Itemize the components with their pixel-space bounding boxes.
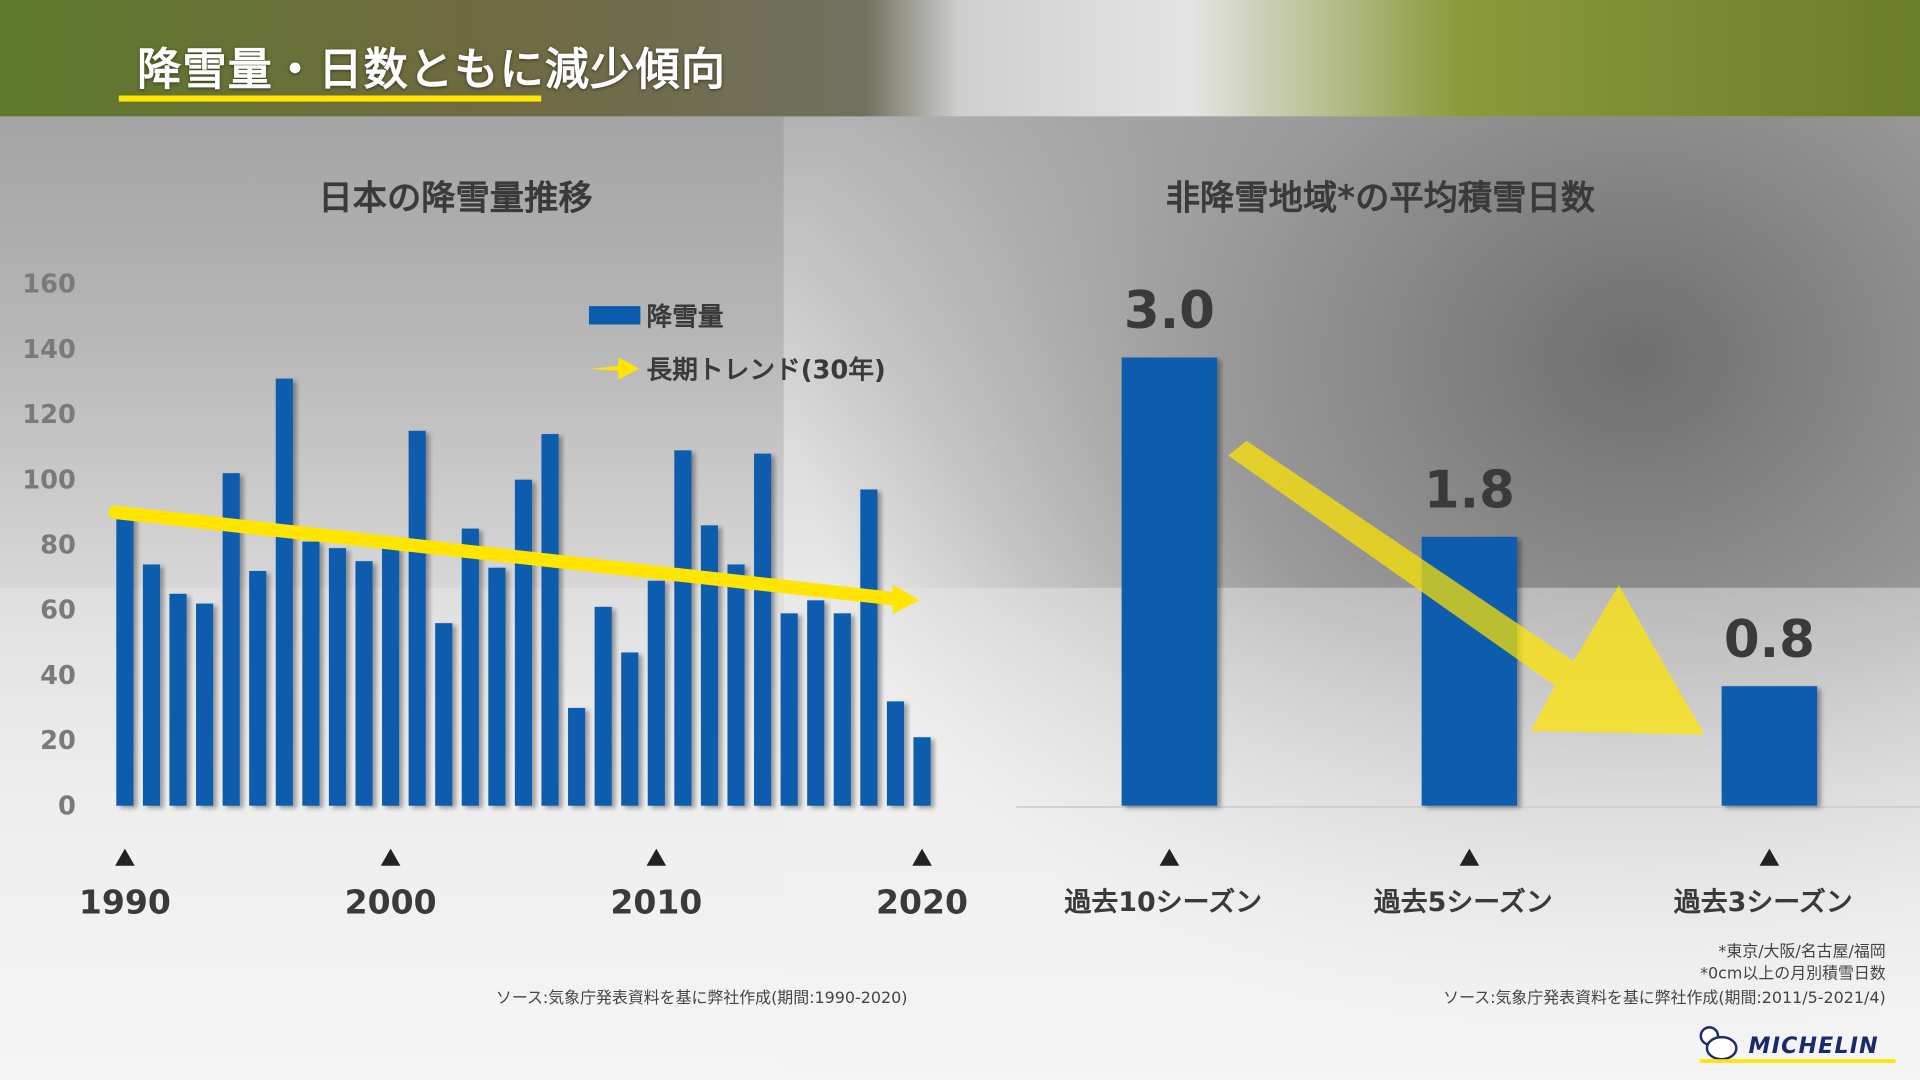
y-tick-label: 60 xyxy=(40,596,76,626)
legend-swatch-trend-arrow xyxy=(588,357,640,380)
footnote-definition: *0cm以上の月別積雪日数 xyxy=(1700,964,1886,984)
bar-1995 xyxy=(249,570,267,806)
bar-2006 xyxy=(541,434,559,806)
y-tick-label: 40 xyxy=(40,661,76,691)
bar-2014 xyxy=(754,453,772,806)
bar-1994 xyxy=(222,473,240,806)
left-chart-title: 日本の降雪量推移 xyxy=(318,177,593,218)
y-tick-label: 20 xyxy=(40,726,76,756)
legend-label-snowfall: 降雪量 xyxy=(647,303,724,333)
x-tick-label: 2000 xyxy=(345,882,437,921)
y-tick-label: 0 xyxy=(58,791,76,821)
bar-1992 xyxy=(169,593,187,806)
x-tick-label: 2020 xyxy=(876,882,968,921)
data-label: 3.0 xyxy=(1124,281,1215,341)
bar-2007 xyxy=(568,707,586,806)
bar-2012 xyxy=(700,525,719,806)
trend-arrowhead xyxy=(892,584,920,614)
x-tick-label: 2010 xyxy=(610,882,702,921)
category-label: 過去5シーズン xyxy=(1374,886,1553,918)
bar-0 xyxy=(1121,357,1218,806)
bar-2002 xyxy=(435,623,453,806)
bar-2005 xyxy=(514,479,533,806)
bar-2000 xyxy=(382,548,400,806)
bar-2008 xyxy=(594,606,612,806)
title-underline xyxy=(118,95,542,102)
bar-1993 xyxy=(196,603,214,806)
bar-2010 xyxy=(647,580,665,806)
bar-2015 xyxy=(780,613,798,806)
x-tick-marker xyxy=(380,848,401,866)
x-tick-marker xyxy=(115,848,135,866)
bar-2001 xyxy=(408,430,426,806)
bar-1997 xyxy=(302,541,320,806)
michelin-logo: MICHELIN xyxy=(1699,1026,1896,1063)
x-tick-marker xyxy=(646,848,667,866)
category-label: 過去10シーズン xyxy=(1064,886,1262,918)
right-chart-title: 非降雪地域*の平均積雪日数 xyxy=(1165,177,1596,218)
bar-1990 xyxy=(116,515,134,806)
slide-title: 降雪量・日数ともに減少傾向 xyxy=(137,45,727,96)
y-tick-label: 140 xyxy=(22,335,76,365)
category-label: 過去3シーズン xyxy=(1674,886,1853,918)
legend-label-trend: 長期トレンド(30年) xyxy=(647,354,886,385)
data-label: 0.8 xyxy=(1724,610,1815,670)
svg-text:MICHELIN: MICHELIN xyxy=(1749,1034,1879,1059)
bar-1999 xyxy=(355,561,373,806)
trend-line xyxy=(108,505,905,606)
bar-2019 xyxy=(886,701,905,806)
x-tick-marker xyxy=(912,848,932,866)
y-tick-label: 80 xyxy=(40,530,76,560)
bar-2003 xyxy=(461,528,479,806)
bar-2 xyxy=(1721,686,1818,806)
decline-arrow xyxy=(1228,440,1705,735)
bar-2017 xyxy=(833,613,851,806)
bar-2004 xyxy=(488,567,506,806)
bar-2011 xyxy=(674,450,692,806)
legend-swatch-bar xyxy=(588,306,641,325)
x-tick-marker xyxy=(1459,848,1480,866)
x-tick-marker xyxy=(1159,848,1180,866)
bar-1998 xyxy=(328,548,347,806)
bar-1996 xyxy=(275,378,293,806)
bar-2009 xyxy=(621,652,639,806)
y-tick-label: 100 xyxy=(22,465,76,495)
x-tick-marker xyxy=(1759,848,1780,866)
y-tick-label: 160 xyxy=(22,270,76,300)
bar-2016 xyxy=(807,600,825,806)
y-tick-label: 120 xyxy=(22,400,76,430)
x-tick-label: 1990 xyxy=(79,882,171,921)
bar-1991 xyxy=(142,564,161,806)
footnote-cities: *東京/大阪/名古屋/福岡 xyxy=(1718,942,1886,962)
data-label: 1.8 xyxy=(1424,460,1515,520)
bar-2013 xyxy=(727,564,745,806)
source-right: ソース:気象庁発表資料を基に弊社作成(期間:2011/5-2021/4) xyxy=(1443,989,1886,1008)
legend: 降雪量 長期トレンド(30年) xyxy=(588,303,886,385)
source-left: ソース:気象庁発表資料を基に弊社作成(期間:1990-2020) xyxy=(495,989,908,1008)
bar-2020 xyxy=(913,737,931,806)
bar-2018 xyxy=(860,489,878,806)
